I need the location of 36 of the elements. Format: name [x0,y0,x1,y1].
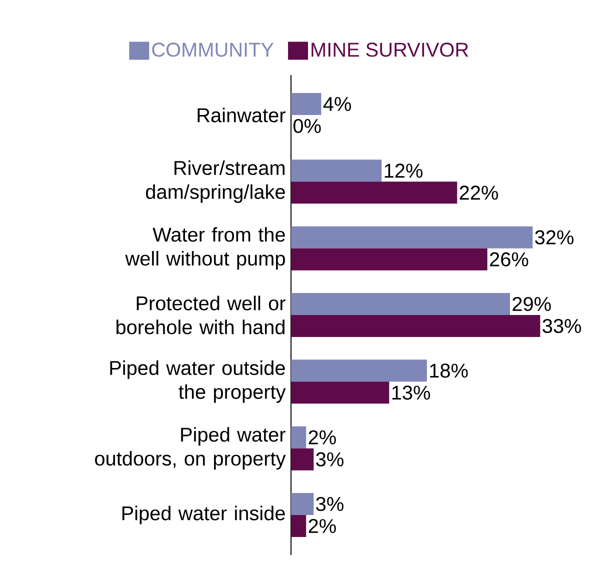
bar [291,182,458,204]
bar [291,315,540,338]
bar [291,426,306,448]
bar [291,160,382,182]
data-label: 13% [392,386,430,400]
bar [291,515,306,538]
data-label: 2% [308,519,336,534]
bar [291,382,390,404]
legend-label: MINE SURVIVOR [312,42,468,57]
data-label: 4% [323,97,351,111]
bar [291,493,314,516]
legend-label: COMMUNITY [152,42,274,57]
bar [291,248,488,270]
data-label: 29% [512,296,551,312]
data-label: 0% [293,118,321,134]
y-tick-label: Rainwater [198,108,286,122]
y-tick-label: Piped water inside [122,506,285,524]
y-tick-label: Piped water outside the property [110,360,286,403]
data-label: 26% [490,252,528,266]
data-label: 32% [535,230,574,244]
data-label: 22% [460,186,498,200]
data-label: 33% [542,318,582,334]
bar [291,226,533,248]
data-label: 3% [316,452,344,466]
data-label: 18% [430,364,468,378]
bar [291,293,510,316]
data-label: 3% [316,496,344,512]
bar [291,93,322,116]
y-tick-label: River/stream dam/spring/lake [146,160,285,203]
y-tick-label: Protected well or borehole with hand [116,296,286,334]
bar [291,448,314,470]
y-tick-label: Water from the well without pump [125,227,285,270]
bar [291,360,427,382]
data-label: 2% [308,430,336,444]
y-tick-label: Piped water outdoors, on property [95,427,286,470]
data-label: 12% [384,164,422,178]
